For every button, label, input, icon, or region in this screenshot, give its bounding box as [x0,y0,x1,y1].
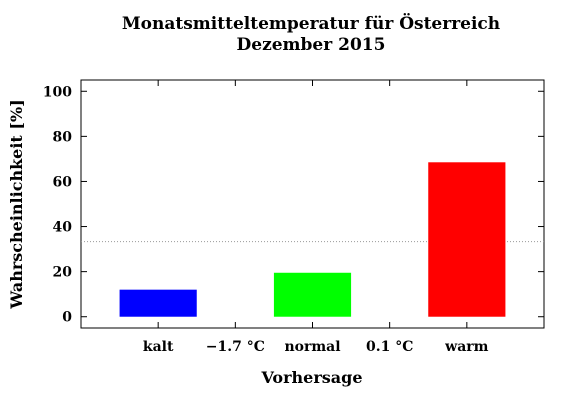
bar-normal [273,272,352,317]
bars [119,162,506,317]
y-tick-label: 60 [53,174,73,190]
y-axis: 0 20 40 60 80 100 [43,84,544,326]
threshold-label: 0.1 °C [366,339,413,355]
y-tick-label: 0 [62,310,72,326]
y-tick-label: 20 [53,265,73,281]
y-tick-label: 40 [53,220,73,236]
category-label: kalt [143,339,174,355]
chart-subtitle: Dezember 2015 [237,35,386,55]
bar-warm [428,162,506,317]
y-tick-label: 100 [43,84,72,100]
category-label: normal [284,339,340,355]
y-axis-label: Wahrscheinlichkeit [%] [7,99,26,309]
bar-kalt [119,289,197,317]
chart-title: Monatsmitteltemperatur für Österreich [122,13,500,34]
y-tick-label: 80 [53,129,73,145]
x-axis: kalt −1.7 °C normal 0.1 °C warm [143,80,489,355]
threshold-label: −1.7 °C [206,339,265,355]
x-axis-label: Vorhersage [260,368,362,387]
category-label: warm [444,339,488,355]
